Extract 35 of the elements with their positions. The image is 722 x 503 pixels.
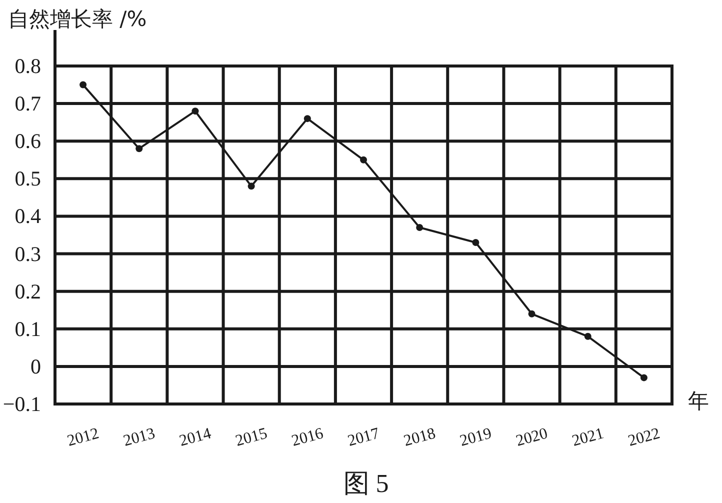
point <box>528 310 536 318</box>
x-tick-label: 2015 <box>234 425 270 450</box>
x-axis-title: 年 <box>688 389 709 413</box>
x-tick-label: 2012 <box>66 425 101 450</box>
text: 图 5 <box>343 469 389 498</box>
y-tick-label: 0.8 <box>14 54 41 78</box>
point <box>640 374 648 382</box>
y-tick-label: 0.2 <box>14 279 41 304</box>
y-axis-title: 自然增长率 /% <box>8 7 147 31</box>
y-tick-label: 0.5 <box>14 166 41 191</box>
point <box>80 81 87 88</box>
point <box>248 182 255 190</box>
y-tick-label: 0.6 <box>14 129 41 154</box>
y-tick-label: 0.1 <box>14 316 41 341</box>
y-tick-label: 0 <box>30 354 41 378</box>
point <box>304 115 311 122</box>
x-tick-label: 2017 <box>346 425 382 450</box>
x-tick-label: 2014 <box>178 425 214 450</box>
x-tick-label: 2013 <box>122 425 157 450</box>
y-tick-label: 0.3 <box>14 242 41 266</box>
y-tick-label: 0.7 <box>14 92 41 116</box>
y-tick-label: 0.4 <box>14 204 42 228</box>
point <box>360 156 367 164</box>
x-tick-label: 2019 <box>458 425 494 450</box>
point <box>136 145 143 152</box>
x-tick-label: 2020 <box>514 425 550 450</box>
point <box>192 108 199 115</box>
x-tick-label: 2021 <box>570 425 606 450</box>
x-tick-label: 2018 <box>402 425 438 450</box>
point <box>472 239 480 246</box>
point <box>584 332 592 340</box>
x-tick-label: 2016 <box>290 425 326 450</box>
x-tick-label: 2022 <box>626 425 662 450</box>
point <box>416 224 424 231</box>
y-tick-label: −0.1 <box>2 392 41 416</box>
